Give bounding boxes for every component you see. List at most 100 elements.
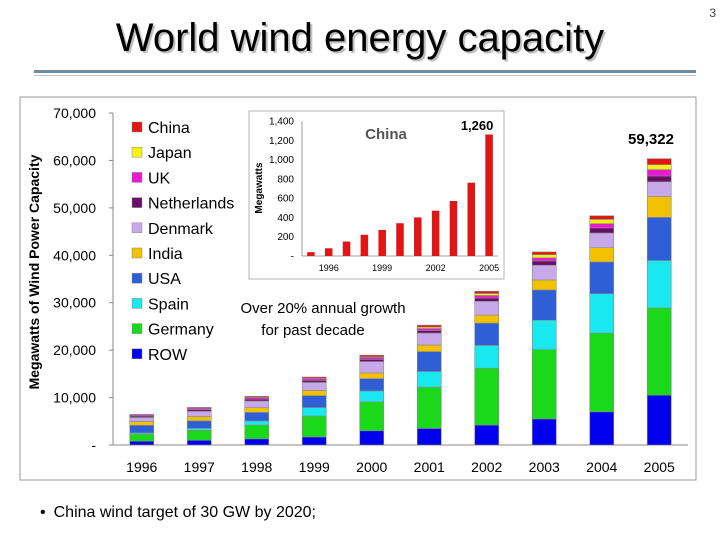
bar-segment-china-2000 [359,354,385,358]
inset-y-tick-label: 600 [277,194,294,205]
inset-bar-2005 [485,134,493,256]
bar-segment-uk-2002 [474,295,500,299]
bullet-text: China wind target of 30 GW by 2020; [53,504,316,521]
bar-segment-row-2003 [531,418,557,446]
inset-frame [248,110,505,280]
bar-segment-germany-2004 [589,332,615,413]
legend-swatch-india [131,247,143,259]
inset-y-axis-title: Megawatts [254,162,265,214]
bar-segment-japan-2003 [531,254,557,259]
bar-segment-germany-1996 [129,433,155,442]
y-tick-label: 30,000 [53,295,96,311]
bar-segment-india-2000 [359,372,385,379]
inset-bar-1997 [342,241,351,256]
bar-segment-germany-2003 [531,349,557,420]
x-tick-label: 2004 [586,459,617,475]
x-tick-label: 1997 [184,459,215,475]
wind-capacity-chart: - 10,000 20,000 30,000 40,000 50,000 60,000 70,… [19,96,697,481]
bar-segment-spain-2000 [359,390,385,403]
legend-swatch-netherlands [131,197,143,208]
legend-label-uk: UK [148,170,171,187]
inset-bar-1999 [378,229,386,256]
bar-segment-usa-2001 [416,351,442,372]
bar-segment-india-1999 [301,390,327,396]
legend-label-china: China [148,120,190,137]
bar-segment-denmark-2004 [589,232,615,248]
x-tick-label: 1999 [299,459,330,475]
bar-segment-netherlands-2001 [416,330,442,334]
bar-segment-usa-1998 [244,412,270,422]
legend-swatch-usa [131,272,143,284]
bar-segment-spain-1999 [301,407,327,417]
bar-segment-denmark-2000 [359,361,385,374]
inset-y-tick-label: 1,200 [269,136,294,147]
bar-segment-japan-2004 [589,219,615,224]
bar-segment-denmark-2002 [474,300,500,316]
inset-x-tick-label: 2005 [479,263,499,273]
bar-segment-row-2005 [646,394,672,446]
y-tick-label: 10,000 [53,390,96,406]
y-tick-label: 40,000 [53,247,96,263]
bar-segment-india-2001 [416,344,442,352]
bar-segment-uk-2004 [589,223,615,229]
legend-swatch-japan [131,146,143,158]
bar-segment-netherlands-2003 [531,260,557,266]
bar-segment-germany-1999 [301,415,327,438]
bar-segment-india-1997 [186,416,212,422]
bar-segment-netherlands-2004 [589,227,615,234]
legend-label-spain: Spain [148,296,189,313]
legend-label-india: India [148,246,183,263]
bar-segment-denmark-1998 [244,400,270,408]
bar-segment-uk-2001 [416,328,442,331]
y-tick-label: 60,000 [53,152,96,168]
legend-label-japan: Japan [148,145,192,162]
bar-segment-china-1998 [244,396,270,398]
title-underline [34,70,696,73]
bar-segment-usa-2000 [359,378,385,392]
bar-segment-netherlands-1999 [301,380,327,383]
inset-y-tick-label: 1,000 [269,155,294,166]
legend-swatch-china [131,121,143,133]
bar-segment-denmark-1997 [186,411,212,417]
legend-swatch-denmark [131,222,143,234]
bar-segment-netherlands-2002 [474,297,500,302]
inset-peak-label: 1,260 [461,118,494,133]
x-tick-label: 1996 [126,459,157,475]
y-tick-label: - [91,437,96,453]
bar-segment-denmark-2003 [531,264,557,281]
legend-label-germany: Germany [148,322,214,339]
slide-number: 3 [709,6,716,20]
bar-segment-row-1998 [244,438,270,446]
bar-segment-china-2003 [531,251,557,255]
inset-title: China [365,126,407,143]
inset-bar-2003 [449,201,458,256]
bar-segment-row-1999 [301,436,327,446]
bar-segment-india-2004 [589,247,615,263]
legend-swatch-uk [131,172,143,183]
bar-segment-spain-2004 [589,293,615,334]
y-tick-label: 50,000 [53,200,96,216]
inset-y-tick-label: 800 [277,174,294,185]
y-tick-label: 20,000 [53,342,96,358]
bar-segment-netherlands-2005 [646,175,672,183]
bullet-point: • China wind target of 30 GW by 2020; [40,504,316,522]
x-tick-label: 2005 [644,459,675,475]
bar-segment-row-2000 [359,430,385,446]
bar-segment-usa-1999 [301,395,327,408]
bar-segment-china-1997 [186,407,212,409]
bar-segment-spain-1998 [244,420,270,426]
bar-segment-india-2003 [531,279,557,291]
inset-x-tick-label: 1996 [319,263,339,273]
legend-swatch-row [131,348,143,360]
inset-y-tick-label: - [291,252,294,263]
legend-label-usa: USA [148,271,181,288]
bar-segment-row-1996 [129,440,155,446]
inset-bar-1996 [324,248,333,256]
bar-segment-germany-2001 [416,386,442,429]
bar-segment-china-2005 [646,158,672,165]
inset-y-tick-label: 200 [277,232,294,243]
inset-x-tick-label: 2002 [426,263,446,273]
bar-segment-germany-2005 [646,307,672,396]
bar-segment-india-2005 [646,196,672,218]
bar-segment-spain-2001 [416,371,442,388]
